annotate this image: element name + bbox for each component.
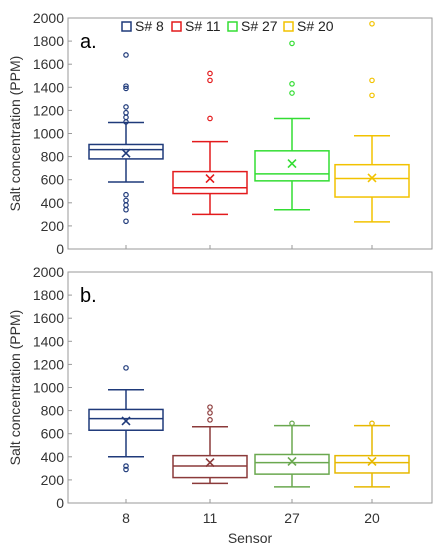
y-tick-label: 1200 xyxy=(33,356,64,372)
y-tick-label: 0 xyxy=(56,241,64,257)
y-axis-label: Salt concentration (PPM) xyxy=(7,56,23,212)
y-axis-label: Salt concentration (PPM) xyxy=(7,310,23,466)
box-sensor-20 xyxy=(334,20,410,223)
iqr-box xyxy=(334,454,410,474)
box-sensor-27 xyxy=(254,420,330,488)
y-tick-label: 800 xyxy=(41,403,65,419)
outlier-point xyxy=(123,109,129,116)
outlier-point xyxy=(289,420,295,427)
y-tick-label: 1600 xyxy=(33,310,64,326)
y-tick-label: 400 xyxy=(41,195,65,211)
iqr-box xyxy=(172,170,248,195)
iqr-box xyxy=(88,408,164,431)
legend-entry: S# 11 xyxy=(185,18,221,34)
mean-marker xyxy=(205,458,215,468)
y-tick-label: 1200 xyxy=(33,102,64,118)
legend-swatch xyxy=(283,21,294,32)
outlier-point xyxy=(207,404,213,410)
box-sensor-8 xyxy=(88,365,164,473)
y-tick-label: 2000 xyxy=(33,10,64,26)
box-sensor-11 xyxy=(172,404,248,485)
x-tick-label: 8 xyxy=(122,510,130,526)
legend-swatch xyxy=(121,21,132,32)
box-sensor-11 xyxy=(172,70,248,216)
mean-marker xyxy=(287,158,297,169)
iqr-box xyxy=(334,163,410,198)
outlier-point xyxy=(123,197,129,204)
legend-entry: S# 8 xyxy=(135,18,164,34)
outlier-point xyxy=(207,70,213,77)
iqr-box xyxy=(254,150,330,182)
y-tick-label: 1000 xyxy=(33,380,64,396)
outlier-point xyxy=(123,365,129,371)
y-tick-label: 600 xyxy=(41,172,65,188)
outlier-point xyxy=(123,206,129,213)
outlier-point xyxy=(369,92,375,99)
outlier-point xyxy=(207,115,213,122)
legend-entry: S# 20 xyxy=(297,18,334,34)
x-tick-label: 27 xyxy=(284,510,300,526)
outlier-point xyxy=(369,420,375,427)
outlier-point xyxy=(207,417,213,423)
mean-marker xyxy=(205,173,215,184)
legend-swatch xyxy=(227,21,238,32)
x-tick-label: 20 xyxy=(364,510,380,526)
outlier-point xyxy=(207,410,213,416)
outlier-point xyxy=(123,202,129,208)
y-tick-label: 1400 xyxy=(33,79,64,95)
box-sensor-20 xyxy=(334,420,410,488)
y-tick-label: 200 xyxy=(41,218,65,234)
y-tick-label: 1000 xyxy=(33,126,64,142)
y-tick-label: 400 xyxy=(41,449,65,465)
outlier-point xyxy=(369,77,375,84)
panel-label: a. xyxy=(80,31,97,53)
panel-a: 0 200 400 600 800 1000 1200 1400 1600 1800 2000 Sal… xyxy=(7,10,433,257)
y-tick-label: 2000 xyxy=(33,264,64,280)
legend: S# 8 S# 11 S# 27 S# 20 xyxy=(121,18,334,34)
y-tick-label: 600 xyxy=(41,426,65,442)
y-tick-label: 1800 xyxy=(33,287,64,303)
outlier-point xyxy=(123,466,129,473)
legend-swatch xyxy=(171,21,182,32)
x-tick-label: 11 xyxy=(203,510,218,526)
outlier-point xyxy=(123,218,129,225)
outlier-point xyxy=(289,81,295,87)
outlier-point xyxy=(123,83,129,89)
iqr-box xyxy=(254,453,330,475)
outlier-point xyxy=(123,85,129,92)
mean-marker xyxy=(367,456,377,466)
box-sensor-27 xyxy=(254,40,330,211)
panel-label: b. xyxy=(80,285,97,307)
y-tick-label: 1800 xyxy=(33,33,64,49)
mean-marker xyxy=(367,173,377,183)
outlier-point xyxy=(123,114,129,121)
panel-b: 0 200 400 600 800 1000 1200 1400 1600 1800 2000 Sal… xyxy=(7,264,433,546)
y-tick-label: 200 xyxy=(41,472,65,488)
y-tick-label: 1400 xyxy=(33,333,64,349)
x-axis-label: Sensor xyxy=(228,530,273,546)
outlier-point xyxy=(123,463,129,469)
box-sensor-8 xyxy=(88,52,164,225)
outlier-point xyxy=(289,40,295,47)
iqr-box xyxy=(88,143,164,160)
outlier-point xyxy=(369,20,375,27)
outlier-point xyxy=(289,90,295,96)
mean-marker xyxy=(121,148,131,158)
mean-marker xyxy=(121,416,131,426)
y-tick-label: 0 xyxy=(56,495,64,511)
outlier-point xyxy=(123,104,129,110)
outlier-point xyxy=(123,191,129,198)
y-tick-label: 800 xyxy=(41,149,65,165)
mean-marker xyxy=(287,456,297,466)
plot-frame xyxy=(67,17,433,250)
y-tick-label: 1600 xyxy=(33,56,64,72)
outlier-point xyxy=(123,52,129,58)
outlier-point xyxy=(207,77,213,84)
legend-entry: S# 27 xyxy=(241,18,278,34)
